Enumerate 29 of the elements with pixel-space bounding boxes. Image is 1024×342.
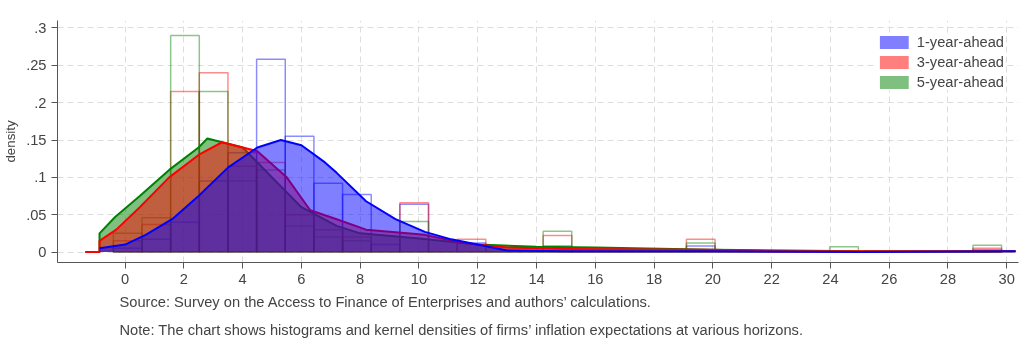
x-tick-label: 6 [297,270,306,287]
y-axis-title: density [3,120,19,163]
x-tick-label: 24 [822,270,839,287]
legend-label: 3-year-ahead [916,54,1004,70]
x-tick-label: 0 [121,270,130,287]
y-tick-label: .2 [34,94,47,111]
legend-label: 1-year-ahead [916,34,1004,50]
x-tick-label: 2 [179,270,188,287]
x-tick-label: 22 [763,270,780,287]
y-tick-label: .3 [34,19,47,36]
legend-label: 5-year-ahead [916,74,1004,90]
x-tick-label: 8 [356,270,365,287]
x-tick-label: 28 [939,270,957,287]
y-tick-label: .25 [26,57,47,74]
y-tick-label: .05 [26,206,47,223]
x-tick-label: 16 [587,270,604,287]
x-tick-label: 4 [238,270,247,287]
y-tick-label: .15 [26,132,47,149]
x-tick-label: 10 [410,270,428,287]
x-tick-label: 12 [469,270,486,287]
y-tick-label: .1 [34,169,47,186]
x-tick-label: 30 [998,270,1015,287]
text: Note: The chart shows histograms and kernel densities of firms’ inflation expectations at various horizons. [119,321,803,338]
y-tick-label: 0 [38,244,47,261]
source-note: Source: Survey on the Access to Finance of Enterprises and authors’ calculations. [119,293,651,310]
x-tick-label: 26 [881,270,898,287]
x-tick-label: 20 [704,270,722,287]
x-tick-label: 14 [528,270,545,287]
x-tick-label: 18 [645,270,663,287]
